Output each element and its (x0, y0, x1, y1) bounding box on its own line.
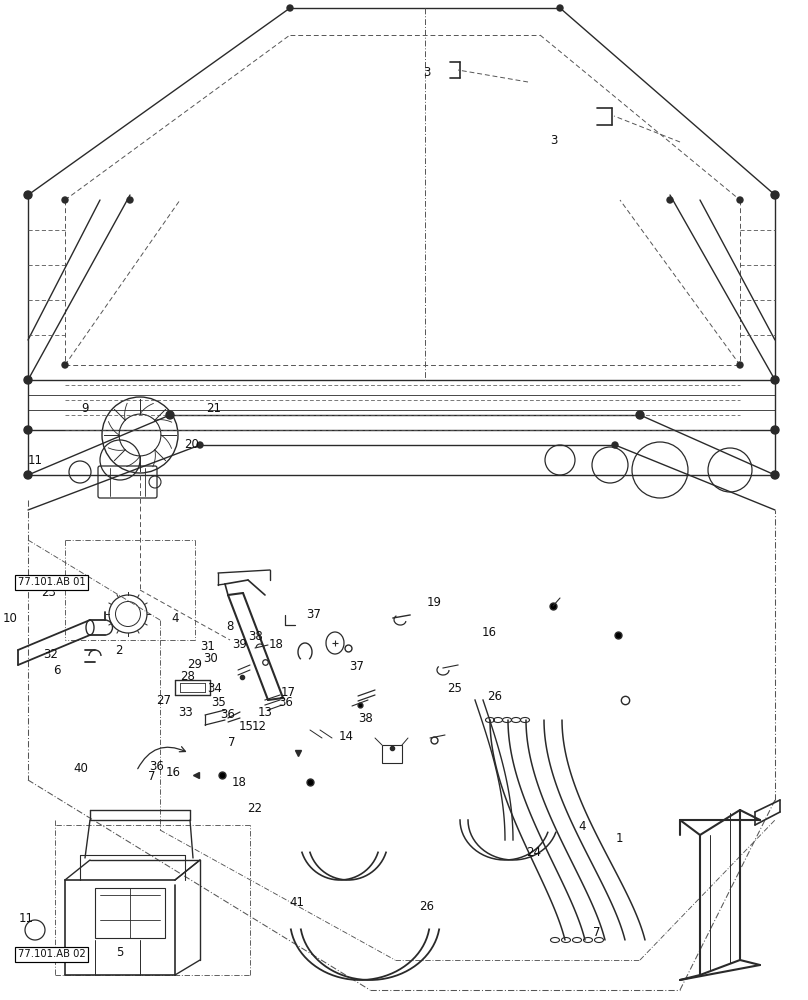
Text: 37: 37 (349, 660, 364, 672)
Text: 16: 16 (482, 626, 496, 639)
Circle shape (24, 376, 32, 384)
Text: 17: 17 (281, 686, 296, 698)
Text: 9: 9 (81, 401, 89, 414)
Text: 7: 7 (592, 926, 600, 940)
Text: 41: 41 (289, 896, 304, 910)
Circle shape (667, 197, 673, 203)
Text: 32: 32 (44, 648, 58, 662)
Text: 36: 36 (221, 708, 235, 720)
Text: 11: 11 (27, 454, 42, 466)
Text: 26: 26 (487, 690, 502, 704)
Text: 18: 18 (269, 639, 284, 652)
Circle shape (24, 191, 32, 199)
Text: 22: 22 (247, 802, 262, 814)
Text: 8: 8 (226, 619, 234, 633)
Text: 30: 30 (204, 652, 218, 666)
Text: 25: 25 (448, 682, 462, 694)
Text: 15: 15 (239, 720, 254, 732)
Text: 26: 26 (419, 900, 434, 914)
Circle shape (287, 5, 293, 11)
Text: 7: 7 (148, 770, 156, 782)
Text: 36: 36 (149, 760, 164, 772)
Circle shape (62, 197, 68, 203)
Circle shape (771, 471, 779, 479)
Text: 39: 39 (233, 639, 247, 652)
Text: 12: 12 (252, 720, 267, 734)
Circle shape (636, 411, 644, 419)
Text: 33: 33 (179, 706, 193, 720)
Text: 29: 29 (187, 658, 202, 670)
Text: 6: 6 (53, 664, 61, 678)
Text: 34: 34 (207, 682, 221, 694)
Text: 40: 40 (74, 762, 88, 776)
Text: 38: 38 (359, 712, 373, 724)
Text: 37: 37 (306, 607, 321, 620)
Text: 31: 31 (200, 640, 215, 652)
Text: 1: 1 (615, 832, 623, 844)
Text: 35: 35 (211, 696, 225, 710)
Circle shape (771, 426, 779, 434)
Text: 77.101.AB 02: 77.101.AB 02 (18, 949, 86, 959)
Text: 16: 16 (166, 766, 180, 780)
Circle shape (24, 426, 32, 434)
Circle shape (197, 442, 203, 448)
Circle shape (557, 5, 563, 11)
Text: 4: 4 (171, 611, 179, 624)
Text: 3: 3 (549, 133, 558, 146)
Text: 7: 7 (228, 736, 236, 748)
Circle shape (737, 197, 743, 203)
Text: 2: 2 (115, 644, 123, 656)
Text: 13: 13 (258, 706, 272, 718)
Bar (382, 745, 402, 763)
Text: 24: 24 (526, 846, 541, 858)
Text: 38: 38 (248, 631, 263, 644)
Circle shape (737, 362, 743, 368)
Text: 4: 4 (578, 820, 586, 832)
Text: 10: 10 (2, 611, 17, 624)
Circle shape (62, 362, 68, 368)
Circle shape (771, 376, 779, 384)
Text: 3: 3 (423, 66, 431, 80)
Circle shape (127, 197, 133, 203)
Text: 5: 5 (116, 946, 124, 960)
Text: 36: 36 (278, 696, 292, 710)
Bar (95, 888, 165, 938)
Text: 77.101.AB 01: 77.101.AB 01 (18, 577, 86, 587)
Text: 18: 18 (232, 776, 246, 788)
Text: 14: 14 (339, 730, 353, 744)
Text: 23: 23 (41, 585, 56, 598)
Text: 19: 19 (427, 596, 441, 609)
Text: 11: 11 (19, 912, 33, 926)
Circle shape (24, 471, 32, 479)
Circle shape (771, 191, 779, 199)
Text: 21: 21 (207, 401, 221, 414)
Circle shape (612, 442, 618, 448)
Text: 28: 28 (180, 670, 195, 684)
Circle shape (166, 411, 174, 419)
Text: 20: 20 (184, 438, 199, 452)
Text: 27: 27 (157, 694, 171, 706)
